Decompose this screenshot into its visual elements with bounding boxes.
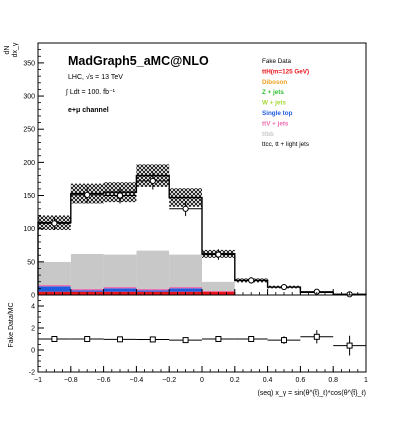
data-point [182, 205, 189, 212]
stack-bar [202, 281, 235, 292]
legend-entry: Z + jets [262, 89, 284, 96]
x-tick-label: −1 [34, 377, 42, 384]
ratio-point [313, 333, 320, 340]
stack-bar [169, 287, 202, 289]
y-tick-label: 250 [23, 127, 35, 134]
stack-bar [202, 291, 235, 292]
chart-title: MadGraph5_aMC@NLO [68, 54, 209, 68]
legend-entry: ttH(m=125 GeV) [262, 68, 309, 75]
x-tick-label: 0 [200, 377, 204, 384]
annotation-lumi: ∫ Ldt = 100. fb⁻¹ [65, 89, 116, 96]
ratio-point [281, 337, 287, 344]
data-points-layer [38, 172, 366, 298]
legend-entry: Fake Data [262, 58, 292, 65]
y-tick-label: 200 [23, 160, 35, 167]
stack-bar [70, 290, 104, 292]
stack-bar [136, 290, 170, 292]
stack-bar [38, 261, 71, 286]
x-axis-label: (seq) x_γ = sin(θ^{t̄}_ℓ)*cos(θ^{t̄}_ℓ) [257, 389, 366, 397]
stack-bar [103, 287, 137, 289]
y-tick-label: 100 [23, 226, 35, 233]
x-tick-label: 0.6 [296, 377, 306, 384]
y-tick-label: 150 [23, 193, 35, 200]
stack-bar [70, 253, 104, 290]
data-point [84, 191, 91, 198]
y-label-bottom: dx_γ [12, 42, 19, 57]
ratio-point [182, 337, 189, 344]
main-plot: 0 50 100 150 200 250 300 350 [23, 42, 367, 300]
ratio-point [248, 336, 255, 342]
data-point [248, 277, 255, 284]
stack-bar [38, 285, 71, 287]
legend-entry: Diboson [262, 79, 287, 86]
ratio-points-layer [38, 330, 366, 356]
ratio-point [117, 336, 123, 343]
data-point [51, 220, 58, 227]
stack-bar [70, 193, 104, 254]
ratio-y-axis: -2 0 2 4 [29, 294, 44, 377]
x-tick-label: −0.6 [97, 377, 111, 384]
x-tick-label: 0.2 [230, 377, 240, 384]
x-tick-label: −0.8 [64, 377, 78, 384]
y-label-top: dN [4, 46, 11, 55]
ratio-point [51, 336, 58, 342]
annotation-channel: e+μ channel [68, 107, 109, 114]
y-tick-label: 300 [23, 94, 35, 101]
legend-entry: ttV + jets [262, 120, 289, 127]
x-tick-label: −0.4 [129, 377, 143, 384]
x-tick-label: −0.2 [162, 377, 176, 384]
x-tick-label: 0.4 [263, 377, 273, 384]
data-point [116, 192, 124, 199]
stack-bar [38, 286, 71, 292]
stack-bar [103, 254, 137, 288]
data-point [149, 177, 156, 185]
ratio-y-tick-label: 2 [31, 326, 35, 333]
y-tick-label: 50 [27, 259, 35, 266]
stack-bar [234, 280, 268, 295]
legend: Fake Data ttH(m=125 GeV) Diboson Z + jets W … [262, 58, 309, 148]
x-tick-label: 0.8 [328, 377, 338, 384]
stack-bar [267, 287, 301, 295]
ratio-y-tick-label: -2 [29, 370, 35, 377]
ratio-point [84, 336, 91, 342]
ratio-plot: -2 0 2 4 −1 −0.8 −0.6 −0.4 −0.2 0 0.2 0.4 0.6 0.8 1 [29, 294, 368, 384]
stack-bar [136, 250, 170, 290]
data-point [215, 251, 222, 258]
legend-entry: Single top [262, 110, 293, 117]
y-tick-label: 0 [31, 293, 35, 300]
x-tick-label: 1 [364, 377, 368, 384]
stack-bar [103, 288, 137, 292]
ratio-point [215, 336, 222, 342]
legend-entry: W + jets [262, 100, 286, 107]
stack-layer [38, 175, 366, 295]
stack-bar [70, 289, 104, 291]
stack-bar [169, 254, 202, 288]
ratio-y-tick-label: 0 [31, 348, 35, 355]
y-tick-label: 350 [23, 60, 35, 67]
ratio-x-axis: −1 −0.8 −0.6 −0.4 −0.2 0 0.2 0.4 0.6 0.8 1 [34, 366, 368, 384]
data-point [280, 283, 288, 291]
legend-entry: ttbb [262, 131, 274, 138]
stack-bar [169, 288, 202, 292]
ratio-y-tick-label: 4 [31, 304, 35, 311]
ratio-point [346, 342, 353, 349]
ratio-y-label: Fake Data/MC [8, 302, 15, 347]
annotation-lhc: LHC, √s = 13 TeV [68, 73, 123, 81]
ratio-point [149, 336, 156, 343]
legend-entry: ttcc, tt + light jets [262, 141, 309, 148]
stack-bar [136, 289, 170, 291]
